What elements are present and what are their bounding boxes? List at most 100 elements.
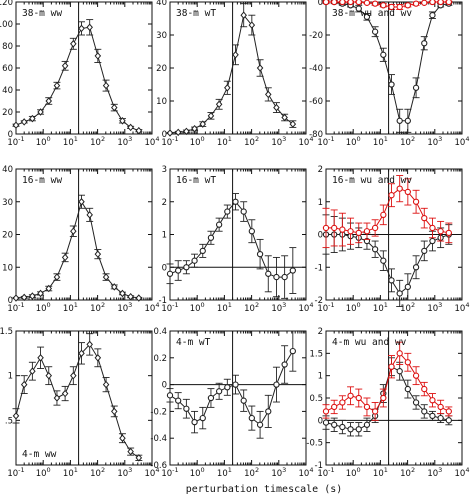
data-point — [166, 270, 174, 277]
y-tick-label: 20 — [2, 231, 13, 241]
data-point — [119, 289, 126, 298]
data-point — [388, 277, 395, 284]
y-tick-label: -60 — [309, 97, 323, 107]
series-line — [326, 1, 449, 122]
panel-4: 10-1 100 101 102 103 104 0 10 20 30 40 16-m ww — [2, 165, 159, 314]
plot-frame — [15, 168, 153, 301]
series-1 — [12, 19, 143, 135]
data-point — [175, 397, 182, 404]
data-point — [94, 52, 102, 60]
data-point — [273, 103, 280, 112]
data-point — [70, 40, 77, 48]
x-tick-label: 101 — [217, 466, 232, 479]
x-tick-label: 100 — [36, 301, 51, 314]
y-tick-label: -2 — [315, 296, 323, 306]
x-tick-label: 103 — [117, 135, 132, 148]
y-tick-label: 1 — [318, 372, 323, 382]
data-point — [347, 426, 354, 433]
panel-title: 38-m wu and wv — [332, 8, 412, 19]
y-tick-label: 0.2 — [153, 354, 167, 364]
x-tick-label: 103 — [427, 135, 442, 148]
data-point — [248, 21, 256, 29]
data-point — [12, 294, 20, 302]
panel-1: 10-1 100 101 102 103 104 0 20 40 60 80 100 120 38-m w… — [0, 0, 159, 148]
data-point — [339, 0, 346, 6]
data-point — [215, 221, 223, 228]
data-point — [111, 407, 118, 416]
data-point — [429, 0, 436, 6]
series-line — [326, 234, 449, 295]
data-point — [119, 434, 126, 442]
plot-frame — [325, 330, 463, 466]
data-point — [191, 124, 198, 133]
data-point — [53, 81, 61, 90]
series-line — [325, 352, 450, 413]
data-point — [265, 270, 272, 277]
series-line — [15, 26, 139, 132]
y-tick-label: 0 — [8, 296, 13, 306]
series-line — [169, 14, 294, 134]
series-1 — [166, 193, 297, 299]
y-tick-label: 1 — [318, 198, 323, 208]
data-point — [412, 198, 420, 205]
data-point — [111, 283, 118, 291]
data-point — [174, 128, 182, 137]
series-line — [326, 1, 449, 8]
data-point — [331, 403, 338, 411]
y-tick-label: 10 — [156, 97, 167, 107]
panel-grid: 10-110010110210310402040608010012038-m w… — [0, 0, 469, 479]
y-tick-label: 40 — [2, 86, 13, 96]
data-point — [388, 192, 395, 199]
data-point — [78, 197, 85, 206]
data-point — [45, 284, 53, 293]
data-point — [199, 120, 207, 128]
y-tick-label: 2 — [318, 327, 323, 337]
x-tick-label: 103 — [271, 135, 286, 148]
data-point — [232, 198, 239, 205]
data-point — [215, 388, 223, 395]
x-tick-label: 100 — [36, 466, 51, 479]
data-point — [404, 2, 411, 9]
x-tick-label: 10-1 — [7, 466, 24, 479]
data-point — [396, 117, 403, 124]
y-tick-label: -0.5 — [306, 439, 323, 449]
data-point — [207, 234, 215, 241]
data-point — [412, 399, 420, 406]
data-point — [421, 0, 428, 6]
data-point — [102, 273, 110, 281]
x-tick-label: 100 — [190, 135, 205, 148]
panel-9: 10-1 100 101 102 103 104 -1 -0.5 0 0.5 1 1.5 2 4-m wu… — [306, 327, 469, 479]
x-tick-label: 102 — [90, 135, 105, 148]
panel-5: 10-1 100 101 102 103 104 -1 0 1 2 3 16-m wT — [159, 165, 314, 314]
data-point — [363, 0, 371, 6]
data-point — [256, 421, 264, 428]
data-point — [412, 0, 420, 7]
data-point — [191, 418, 198, 426]
data-point — [331, 421, 338, 428]
x-tick-label: 103 — [427, 301, 442, 314]
data-point — [102, 81, 110, 90]
data-point — [70, 227, 77, 235]
data-point — [404, 188, 411, 196]
y-tick-label: 3 — [162, 165, 167, 175]
data-point — [396, 290, 403, 297]
data-point — [53, 273, 61, 281]
x-tick-label: 102 — [400, 301, 415, 314]
data-point — [437, 228, 444, 235]
y-tick-label: 1.5 — [0, 327, 13, 337]
x-tick-label: 104 — [455, 466, 470, 479]
data-point — [437, 0, 444, 6]
y-tick-label: 0 — [318, 231, 323, 241]
panel-title: 4-m wT — [176, 337, 211, 348]
x-tick-label: 101 — [63, 466, 78, 479]
data-point — [29, 292, 36, 300]
series-1 — [166, 3, 297, 137]
data-point — [331, 224, 338, 232]
series-line — [326, 188, 449, 234]
data-point — [199, 247, 206, 255]
x-tick-label: 102 — [244, 135, 259, 148]
series-2 — [322, 175, 453, 249]
x-tick-label: 101 — [373, 135, 388, 148]
x-tick-label: 102 — [244, 466, 259, 479]
plot-frame — [15, 330, 153, 466]
